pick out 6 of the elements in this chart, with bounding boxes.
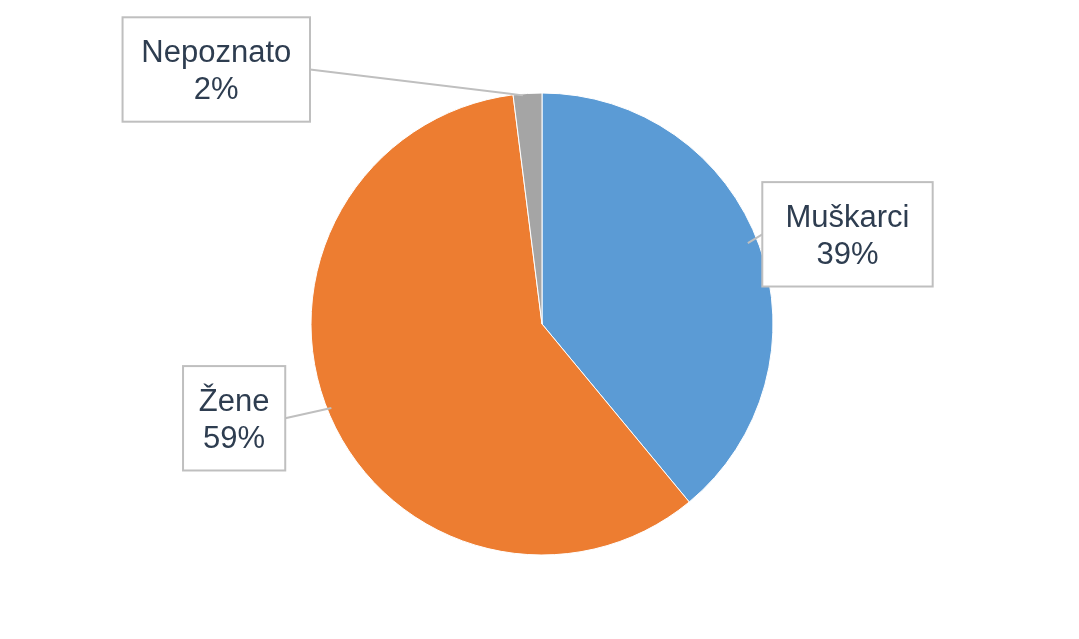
data-label: 59% bbox=[203, 419, 266, 455]
data-label: 2% bbox=[193, 70, 239, 106]
slice-label: Nepoznato bbox=[141, 33, 292, 69]
slice-label: Žene bbox=[198, 382, 270, 418]
data-label: 39% bbox=[816, 235, 879, 271]
slice-label: Muškarci bbox=[785, 198, 910, 234]
